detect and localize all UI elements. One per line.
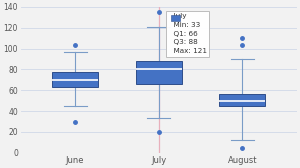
PathPatch shape [52,72,98,87]
Text: July
  Min: 33
  Q1: 66
  Q3: 88
  Max: 121: July Min: 33 Q1: 66 Q3: 88 Max: 121 [169,13,207,54]
FancyBboxPatch shape [171,15,179,21]
PathPatch shape [219,94,265,106]
PathPatch shape [136,61,182,84]
